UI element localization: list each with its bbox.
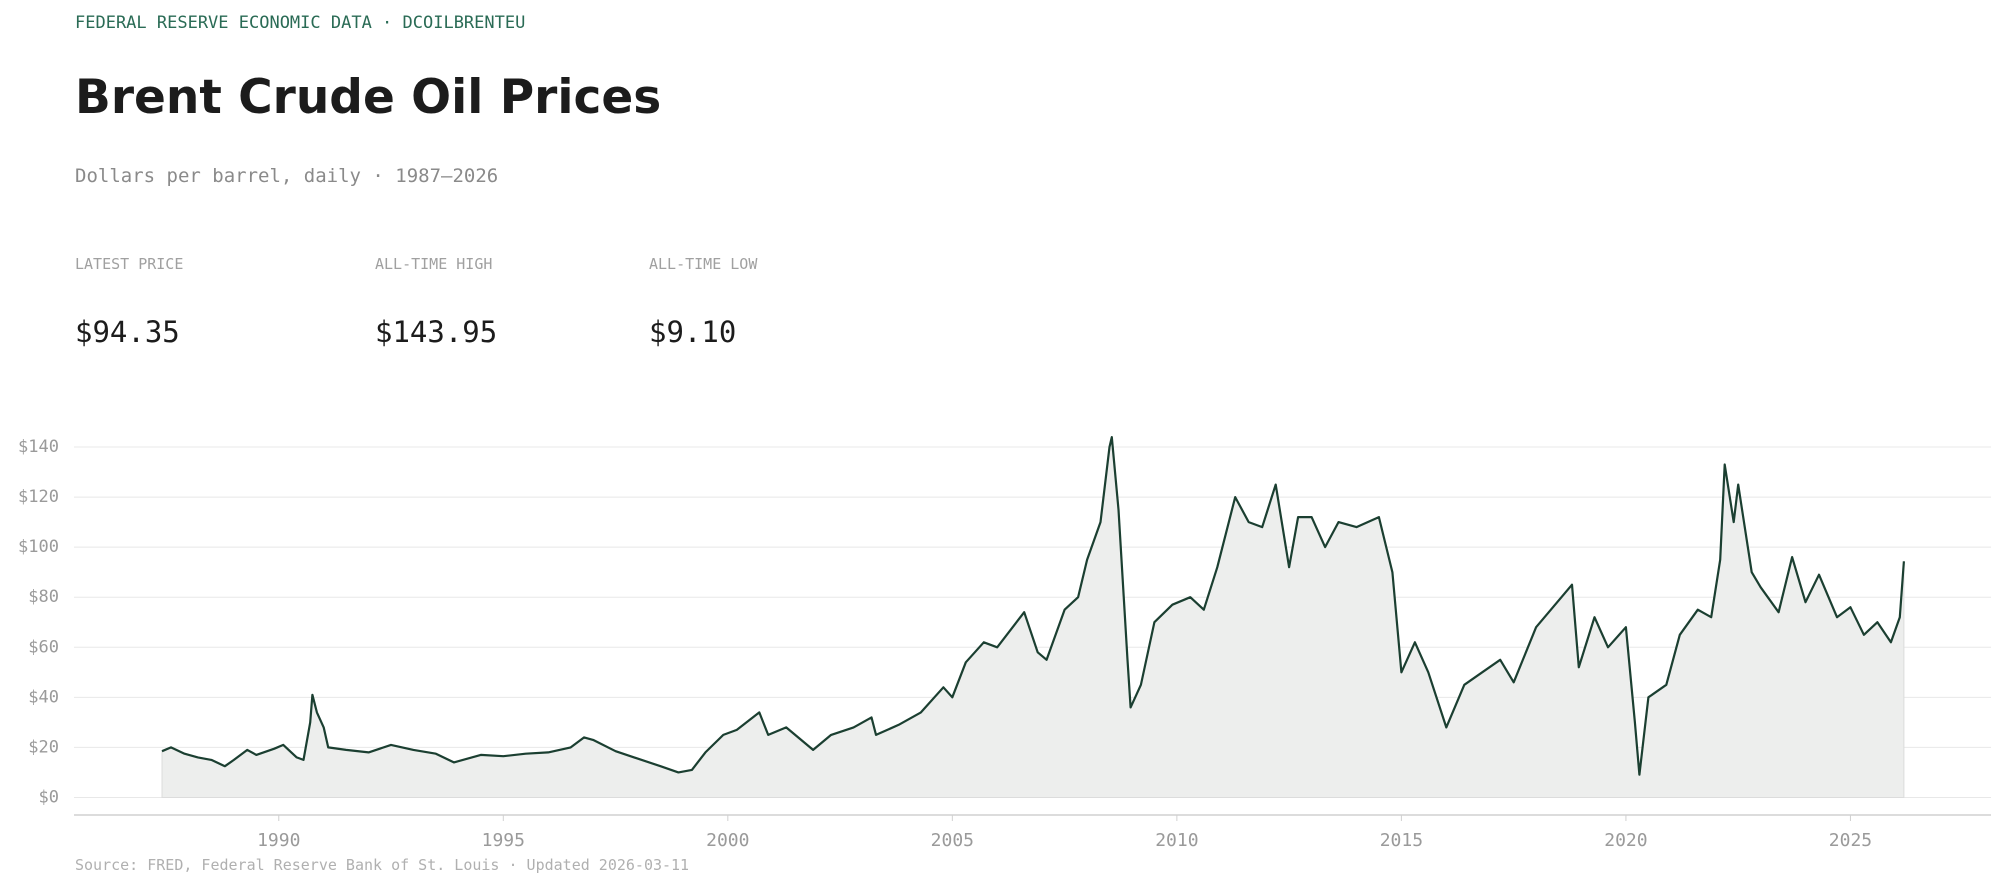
kicker: FEDERAL RESERVE ECONOMIC DATA · DCOILBRE… xyxy=(75,13,525,33)
y-tick-label: $140 xyxy=(18,437,59,457)
x-tick-label: 2025 xyxy=(1829,830,1872,851)
title: Brent Crude Oil Prices xyxy=(75,70,661,125)
source: Source: FRED, Federal Reserve Bank of St… xyxy=(75,856,689,874)
x-tick-label: 2015 xyxy=(1380,830,1423,851)
y-tick-label: $20 xyxy=(28,737,59,757)
x-tick-label: 2020 xyxy=(1604,830,1647,851)
y-tick-label: $40 xyxy=(28,687,59,707)
stat-value: $9.10 xyxy=(649,315,736,349)
y-tick-label: $80 xyxy=(28,587,59,607)
x-tick-label: 2010 xyxy=(1155,830,1198,851)
stat-label: LATEST PRICE xyxy=(75,255,183,273)
y-tick-label: $120 xyxy=(18,487,59,507)
stat-label: ALL-TIME LOW xyxy=(649,255,758,273)
x-tick-label: 1995 xyxy=(482,830,525,851)
x-tick-label: 1990 xyxy=(257,830,300,851)
subtitle: Dollars per barrel, daily · 1987–2026 xyxy=(75,165,498,187)
y-tick-label: $0 xyxy=(39,787,59,807)
price-line xyxy=(161,436,1905,776)
y-tick-label: $100 xyxy=(18,537,59,557)
stat-value: $94.35 xyxy=(75,315,180,349)
stat-value: $143.95 xyxy=(375,315,497,349)
x-tick-label: 2005 xyxy=(931,830,974,851)
y-tick-label: $60 xyxy=(28,637,59,657)
stat-label: ALL-TIME HIGH xyxy=(375,255,492,273)
x-tick-label: 2000 xyxy=(706,830,749,851)
